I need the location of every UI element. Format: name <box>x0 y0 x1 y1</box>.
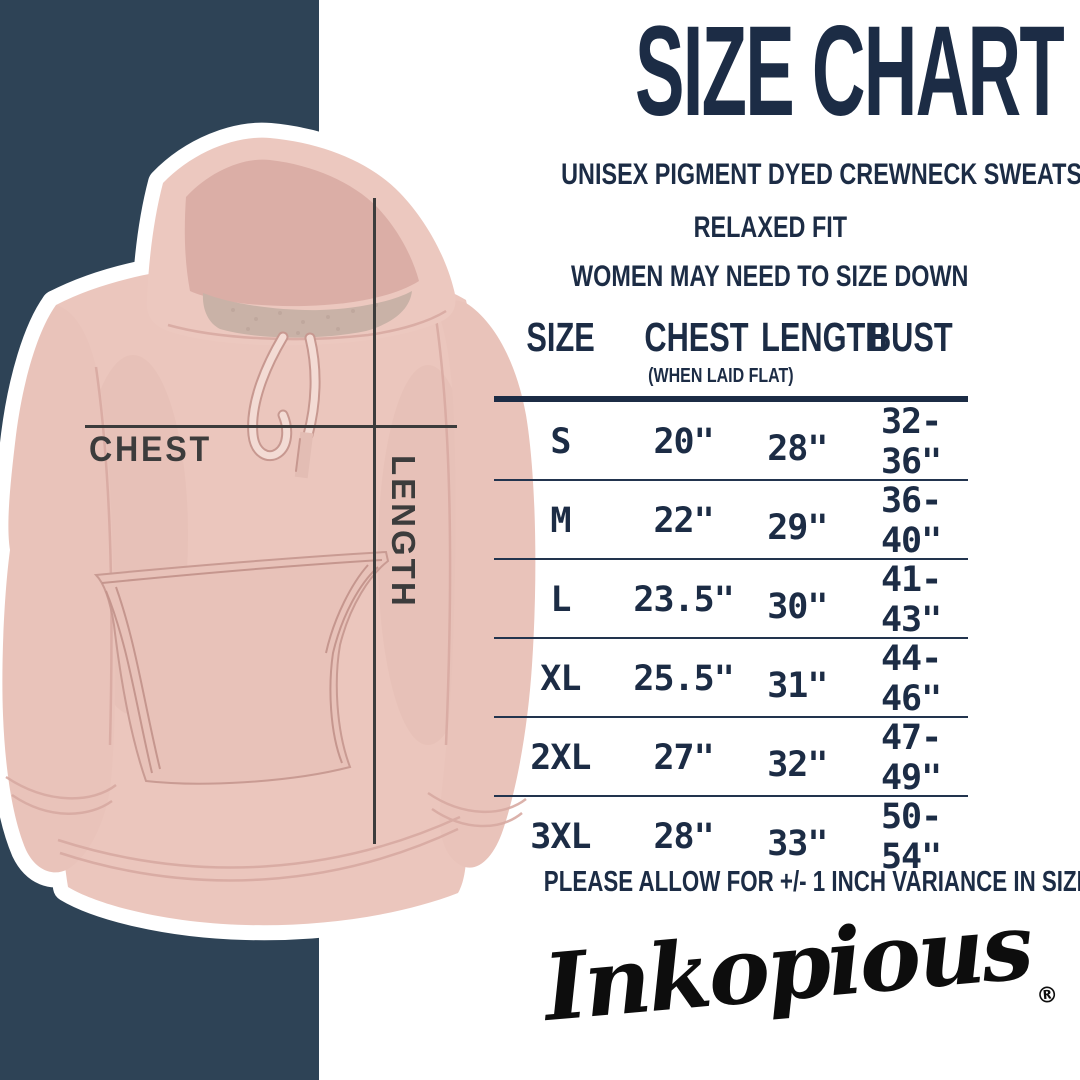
subtitle-fit: RELAXED FIT <box>693 211 847 244</box>
hoodie-left-sleeve <box>2 305 116 873</box>
cell-bust: 36-40" <box>880 481 942 561</box>
hoodie-right-sleeve <box>434 300 536 868</box>
cell-size: M <box>550 501 571 541</box>
cell-size: XL <box>540 659 581 699</box>
column-header-size: SIZE <box>526 314 595 360</box>
seam-lines <box>5 304 527 882</box>
table-row: M 22" 29" 36-40" <box>494 479 968 561</box>
kangaroo-pocket <box>93 550 390 785</box>
chest-measure-line <box>85 425 457 428</box>
cell-bust: 41-43" <box>880 560 942 640</box>
cell-length: 32" <box>767 745 828 785</box>
length-label: LENGTH <box>385 455 422 609</box>
cell-chest: 22" <box>653 501 714 541</box>
hood <box>146 137 456 346</box>
cell-chest: 23.5" <box>633 580 734 620</box>
cell-chest: 27" <box>653 738 714 778</box>
column-header-chest: CHEST <box>644 314 749 360</box>
hood-inner-lining <box>184 159 419 307</box>
table-row: S 20" 28" 32-36" <box>494 402 968 482</box>
cell-length: 28" <box>767 429 828 469</box>
brand-name: Inkopious <box>539 891 1035 1042</box>
cell-size: 3XL <box>530 817 591 857</box>
variance-note: PLEASE ALLOW FOR +/- 1 INCH VARIANCE IN … <box>543 866 1080 898</box>
cell-length: 33" <box>767 824 828 864</box>
cell-length: 30" <box>767 587 828 627</box>
subtitle-product: UNISEX PIGMENT DYED CREWNECK SWEATSHIRT <box>561 158 1080 191</box>
cell-size: 2XL <box>530 738 591 778</box>
chest-label: CHEST <box>89 430 212 469</box>
cell-length: 31" <box>767 666 828 706</box>
cell-chest: 25.5" <box>633 659 734 699</box>
table-row: 2XL 27" 32" 47-49" <box>494 716 968 798</box>
registered-trademark-icon: ® <box>1035 982 1060 1010</box>
table-row: L 23.5" 30" 41-43" <box>494 558 968 640</box>
cell-chest: 28" <box>653 817 714 857</box>
column-header-length: LENGTH <box>761 314 888 360</box>
subtitle-sizing-note: WOMEN MAY NEED TO SIZE DOWN <box>571 260 969 293</box>
cell-bust: 32-36" <box>880 402 942 482</box>
inner-collar-heather <box>202 291 412 338</box>
heather-texture <box>231 303 378 335</box>
table-row: 3XL 28" 33" 50-54" <box>494 795 968 877</box>
cell-bust: 47-49" <box>880 718 942 798</box>
hoodie-photo <box>0 122 551 941</box>
cell-length: 29" <box>767 508 828 548</box>
cell-chest: 20" <box>653 422 714 462</box>
size-table: SIZE CHEST LENGTH BUST (WHEN LAID FLAT) … <box>494 312 968 877</box>
cell-bust: 50-54" <box>880 797 942 877</box>
cell-size: S <box>550 422 571 462</box>
table-row: XL 25.5" 31" 44-46" <box>494 637 968 719</box>
size-table-header: SIZE CHEST LENGTH BUST (WHEN LAID FLAT) <box>494 312 968 402</box>
cell-bust: 44-46" <box>880 639 942 719</box>
cell-size: L <box>550 580 571 620</box>
length-measure-line <box>373 198 376 844</box>
page-title: SIZE CHART <box>634 0 1065 143</box>
info-panel: SIZE CHART UNISEX PIGMENT DYED CREWNECK … <box>480 0 1080 1080</box>
brand-logo: Inkopious® <box>504 887 1080 1045</box>
aglet <box>294 431 314 479</box>
column-header-bust: BUST <box>869 314 953 360</box>
size-table-body: S 20" 28" 32-36" M 22" 29" 36-40" L 23.5… <box>494 402 968 877</box>
chest-measurement-note: (WHEN LAID FLAT) <box>648 365 794 387</box>
